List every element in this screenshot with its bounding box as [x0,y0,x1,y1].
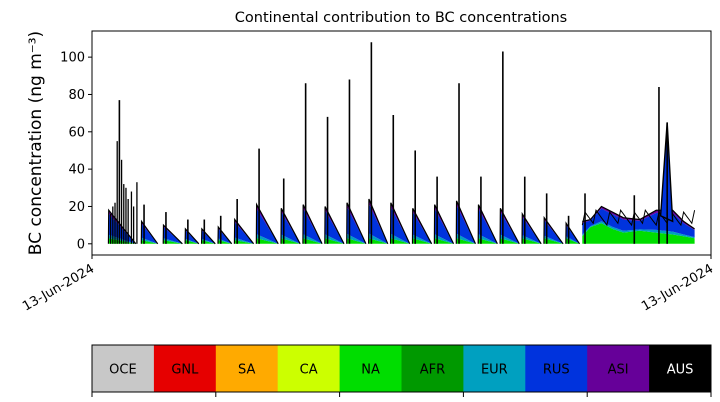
y-tick-label: 100 [60,51,85,66]
pulse-outline-1 [107,208,137,245]
x-tick-label: 13-Jun-2024 [639,261,716,314]
area-na-pulse-18 [478,238,498,244]
area-eur-pulse-17 [456,233,476,244]
colorbar-frame [91,344,712,393]
pulse-outline-19 [499,208,520,245]
area-eur-pulse-13 [368,233,388,244]
colorbar-label-asi: ASI [608,363,629,378]
pulse-outline-13 [368,198,389,245]
y-tick-label: 60 [68,125,85,140]
area-eur-pulse-19 [500,234,520,244]
area-na-pulse-15 [412,238,432,244]
area-eur-pulse-8 [256,234,279,244]
colorbar-label-na: NA [361,363,380,378]
area-na-pulse-7 [234,240,254,244]
area-eur-pulse-2 [141,237,158,244]
pulse-outline-8 [255,202,279,245]
final-jagged-line [581,209,696,227]
colorbar-label-aus: AUS [667,363,694,378]
colorbar-swatch-ca [277,345,341,392]
colorbar-swatch-oce [92,345,155,392]
area-na-pulse-14 [390,238,410,244]
area-eur-pulse-20 [522,235,542,244]
area-eur-pulse-3 [163,238,183,244]
area-na-pulse-19 [500,238,520,244]
x-tick-label: 13-Jun-2024 [20,261,97,314]
y-tick-label: 20 [68,200,85,215]
colorbar-label-rus: RUS [543,363,570,378]
pulse-outline-21 [543,215,564,245]
colorbar-swatch-eur [463,345,526,392]
colorbar-label-ca: CA [300,363,318,378]
pulse-outline-18 [477,204,498,245]
pulse-outline-15 [411,208,433,245]
colorbar-swatch-asi [587,345,650,392]
colorbar-label-sa: SA [238,363,255,378]
area-na-pulse-8 [256,238,279,244]
plot-area: 0 20 40 60 80 100 13-Jun-2024 13-Jun-2024 [20,30,716,314]
area-eur-pulse-14 [390,233,410,244]
pulse-outline-16 [433,204,455,245]
concentration-spikes [107,42,696,245]
pulse-outline-7 [233,217,255,245]
stacked-areas [108,199,695,244]
area-eur-final [582,221,695,239]
area-eur-pulse-7 [234,237,254,244]
colorbar-label-afr: AFR [420,363,445,378]
area-na-pulse-12 [346,238,366,244]
colorbar-label-oce: OCE [109,363,137,378]
colorbar-label-gnl: GNL [171,363,199,378]
y-tick-label: 0 [77,237,85,252]
colorbar-swatch-gnl [153,345,217,392]
pulse-outline-10 [302,204,323,245]
colorbar-swatch-aus [649,345,712,392]
pulse-outline-3 [162,223,183,245]
area-eur-pulse-11 [324,234,344,244]
plot-frame [91,30,712,256]
pulse-outline-12 [346,202,367,245]
pulse-outline-14 [389,202,411,245]
area-na-pulse-13 [368,238,388,244]
colorbar-swatch-na [339,345,402,392]
colorbar-swatch-sa [215,345,279,392]
pulse-outline-5 [200,227,216,245]
area-eur-pulse-10 [302,234,323,244]
colorbar-label-eur: EUR [481,363,508,378]
final-outline [582,205,695,230]
area-eur-pulse-21 [543,235,564,244]
pulse-outline-2 [140,219,159,245]
area-na-pulse-21 [543,238,564,244]
area-eur-pulse-16 [434,234,454,244]
y-tick-label: 80 [68,88,85,103]
y-axis-label-text: BC concentration (ng m⁻³) [26,31,46,255]
area-na-pulse-16 [434,238,454,244]
area-eur-pulse-15 [412,234,432,244]
pulse-outline-4 [184,227,200,245]
area-eur-pulse-18 [478,234,498,244]
area-eur-pulse-12 [346,233,366,244]
area-na-pulse-3 [163,240,183,244]
y-tick-label: 40 [68,163,85,178]
region-colorbar: OCE GNL SA CA NA AFR EUR RUS ASI AUS [91,344,712,397]
area-na-pulse-20 [522,238,542,244]
pulse-outline-20 [521,211,542,245]
y-axis-ticks: 0 20 40 60 80 100 [60,51,92,252]
pulse-outline-17 [455,200,477,245]
y-axis-label: BC concentration (ng m⁻³) [26,31,46,255]
colorbar-swatch-afr [401,345,464,392]
area-na-pulse-9 [281,238,301,244]
chart-title: Continental contribution to BC concentra… [235,10,567,26]
x-axis-ticks: 13-Jun-2024 13-Jun-2024 [20,255,716,314]
area-na-pulse-10 [302,238,323,244]
pulse-outline-6 [217,225,233,245]
pulse-outline-22 [565,221,581,245]
area-na-pulse-17 [456,238,476,244]
area-na-pulse-11 [324,238,344,244]
pulse-outline-9 [280,208,301,245]
colorbar-swatch-rus [525,345,588,392]
area-na-pulse-2 [141,240,158,244]
pulse-outline-11 [324,206,345,245]
area-eur-pulse-9 [281,234,301,244]
